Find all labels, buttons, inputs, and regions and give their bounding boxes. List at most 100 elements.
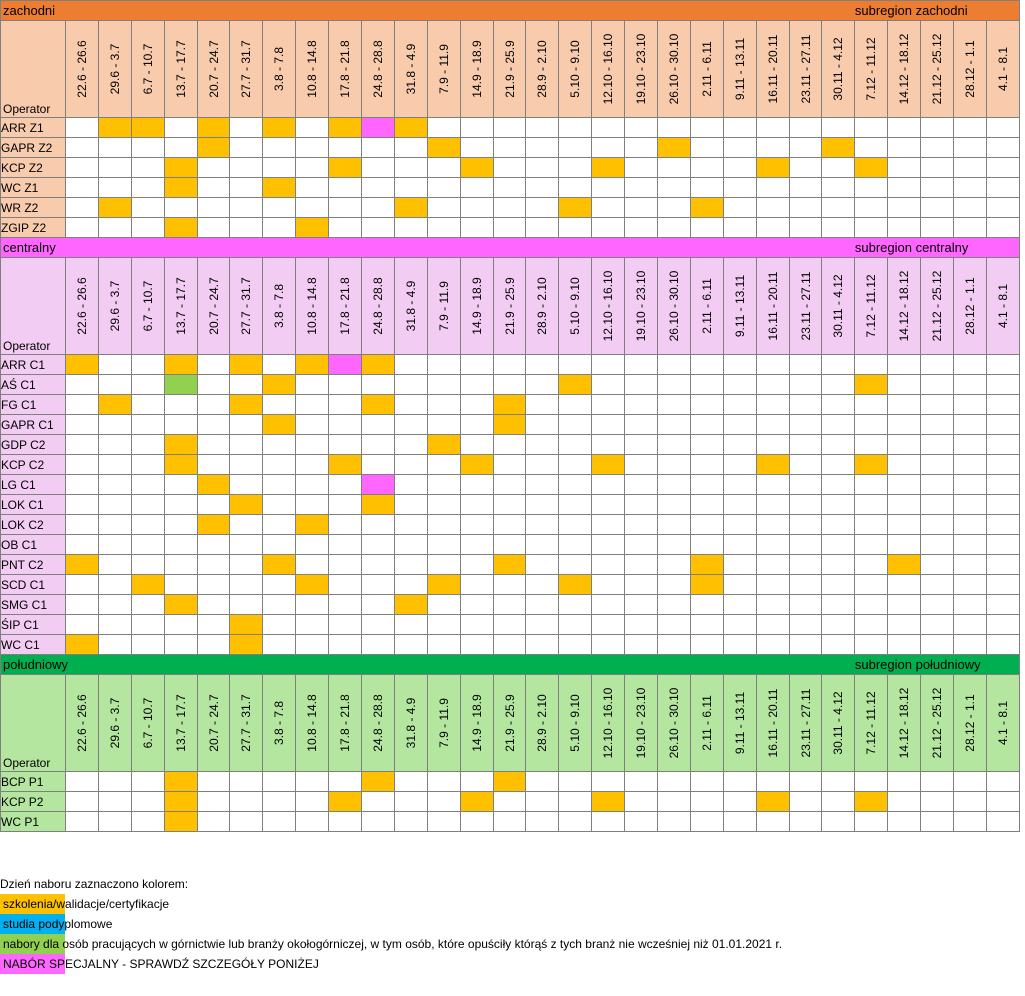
- schedule-cell: [65, 534, 99, 555]
- schedule-cell: [492, 534, 527, 555]
- schedule-cell: [624, 554, 659, 575]
- schedule-cell: [788, 354, 823, 375]
- schedule-cell: [985, 217, 1020, 238]
- schedule-cell: [393, 374, 428, 395]
- schedule-cell: [492, 614, 527, 635]
- date-column-header: 29.6 - 3.7: [97, 674, 132, 772]
- schedule-cell: [788, 554, 823, 575]
- schedule-cell: [953, 414, 987, 435]
- schedule-cell: [591, 394, 626, 415]
- schedule-cell: [361, 534, 395, 555]
- schedule-cell: [985, 434, 1020, 455]
- schedule-cell: [821, 217, 856, 238]
- recruitment-cell-marked: [426, 434, 461, 455]
- schedule-cell: [788, 217, 823, 238]
- recruitment-cell-marked: [854, 454, 889, 475]
- schedule-cell: [788, 394, 823, 415]
- date-column-header: 31.8 - 4.9: [393, 674, 428, 772]
- schedule-cell: [920, 454, 955, 475]
- schedule-cell: [492, 197, 527, 218]
- schedule-cell: [591, 177, 626, 198]
- schedule-cell: [525, 117, 560, 138]
- schedule-cell: [821, 157, 856, 178]
- schedule-cell: [97, 594, 132, 615]
- schedule-cell: [657, 414, 691, 435]
- schedule-cell: [657, 217, 691, 238]
- operator-name: GDP C2: [0, 434, 66, 455]
- legend-item: studia podyplomowe: [0, 914, 782, 934]
- date-label: 7.12 - 11.12: [864, 274, 879, 338]
- schedule-cell: [130, 811, 165, 832]
- schedule-cell: [657, 614, 691, 635]
- schedule-cell: [953, 771, 987, 792]
- schedule-cell: [492, 594, 527, 615]
- date-column-header: 19.10 - 23.10: [624, 257, 659, 355]
- schedule-cell: [525, 157, 560, 178]
- date-label: 7.9 - 11.9: [436, 281, 451, 331]
- operator-name: KCP C2: [0, 454, 66, 475]
- schedule-cell: [361, 157, 395, 178]
- operator-row: WC P1: [0, 811, 1020, 832]
- schedule-cell: [821, 494, 856, 515]
- schedule-cell: [525, 474, 560, 495]
- schedule-cell: [558, 554, 593, 575]
- schedule-cell: [426, 634, 461, 655]
- schedule-cell: [196, 414, 231, 435]
- recruitment-cell-marked: [328, 454, 363, 475]
- schedule-cell: [854, 574, 889, 595]
- schedule-cell: [657, 157, 691, 178]
- date-label: 13.7 - 17.7: [173, 277, 188, 335]
- operator-name: FG C1: [0, 394, 66, 415]
- operator-row: WR Z2: [0, 197, 1020, 218]
- schedule-cell: [722, 594, 757, 615]
- recruitment-cell-marked: [163, 354, 198, 375]
- schedule-cell: [229, 791, 264, 812]
- schedule-cell: [953, 217, 987, 238]
- date-column-header: 22.6 - 26.6: [65, 257, 99, 355]
- schedule-cell: [755, 394, 790, 415]
- schedule-cell: [689, 791, 724, 812]
- schedule-cell: [229, 434, 264, 455]
- legend-text: szkolenia/walidacje/certyfikacje: [3, 897, 170, 911]
- schedule-cell: [525, 217, 560, 238]
- schedule-cell: [262, 197, 297, 218]
- schedule-cell: [657, 117, 691, 138]
- date-column-header: 14.12 - 18.12: [887, 257, 922, 355]
- legend-item: szkolenia/walidacje/certyfikacje: [0, 894, 782, 914]
- date-column-header: 28.12 - 1.1: [953, 20, 987, 118]
- recruitment-cell-marked: [262, 374, 297, 395]
- operator-column-header: Operator: [0, 20, 66, 118]
- schedule-cell: [65, 454, 99, 475]
- recruitment-cell-marked: [393, 117, 428, 138]
- schedule-cell: [262, 137, 297, 158]
- schedule-cell: [591, 434, 626, 455]
- schedule-cell: [65, 374, 99, 395]
- recruitment-cell-marked: [492, 394, 527, 415]
- section-header-cent: centralny subregion centralny: [0, 237, 1020, 258]
- schedule-cell: [229, 474, 264, 495]
- schedule-cell: [755, 137, 790, 158]
- schedule-cell: [755, 117, 790, 138]
- schedule-cell: [591, 374, 626, 395]
- schedule-cell: [755, 374, 790, 395]
- schedule-cell: [65, 197, 99, 218]
- recruitment-cell-marked: [361, 117, 395, 138]
- date-column-header: 2.11 - 6.11: [689, 20, 724, 118]
- date-label: 24.8 - 28.8: [370, 694, 385, 752]
- schedule-cell: [459, 514, 494, 535]
- schedule-cell: [196, 454, 231, 475]
- schedule-cell: [65, 474, 99, 495]
- schedule-cell: [887, 594, 922, 615]
- date-label: 2.11 - 6.11: [699, 41, 714, 97]
- schedule-cell: [295, 614, 330, 635]
- schedule-cell: [624, 791, 659, 812]
- date-column-header: 9.11 - 13.11: [722, 20, 757, 118]
- schedule-cell: [788, 374, 823, 395]
- schedule-cell: [689, 614, 724, 635]
- schedule-cell: [361, 137, 395, 158]
- recruitment-cell-marked: [196, 474, 231, 495]
- schedule-cell: [163, 494, 198, 515]
- date-column-header: 27.7 - 31.7: [229, 257, 264, 355]
- schedule-cell: [229, 217, 264, 238]
- date-label: 28.12 - 1.1: [962, 40, 977, 98]
